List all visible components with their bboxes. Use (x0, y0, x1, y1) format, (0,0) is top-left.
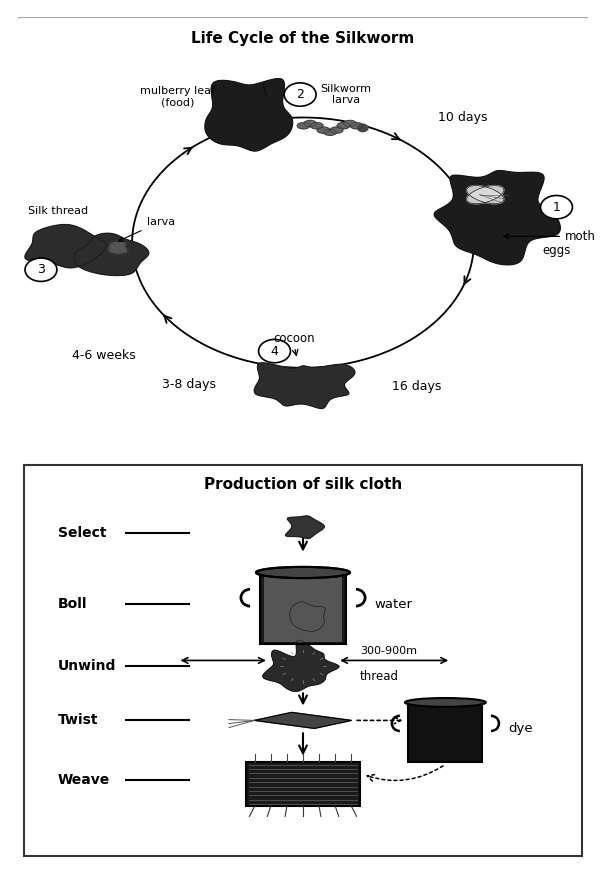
Polygon shape (435, 170, 560, 265)
Text: 1: 1 (553, 201, 561, 214)
Ellipse shape (337, 123, 350, 129)
Ellipse shape (405, 698, 486, 706)
Bar (408, 702, 482, 762)
Ellipse shape (304, 121, 316, 127)
Text: Select: Select (58, 526, 107, 540)
Text: 4-6 weeks: 4-6 weeks (72, 348, 136, 362)
Bar (246, 762, 360, 806)
Ellipse shape (467, 186, 504, 203)
Text: Unwind: Unwind (58, 660, 116, 673)
Polygon shape (205, 79, 293, 151)
Ellipse shape (297, 123, 310, 129)
Text: larva: larva (119, 216, 175, 241)
Ellipse shape (350, 123, 363, 129)
Text: 3-8 days: 3-8 days (162, 378, 216, 391)
Text: thread: thread (360, 671, 399, 683)
Ellipse shape (324, 129, 336, 136)
Polygon shape (263, 640, 339, 692)
Bar (408, 702, 482, 762)
Ellipse shape (317, 127, 330, 133)
Circle shape (25, 258, 57, 282)
Bar (261, 573, 345, 645)
Text: cocoon: cocoon (274, 332, 315, 345)
Text: Twist: Twist (58, 713, 99, 727)
Text: Boll: Boll (58, 598, 87, 612)
Text: Production of silk cloth: Production of silk cloth (204, 477, 402, 492)
Ellipse shape (467, 186, 504, 203)
Text: dye: dye (508, 722, 533, 735)
Bar (261, 573, 345, 645)
Text: 2: 2 (296, 88, 304, 101)
Text: Silkworm
larva: Silkworm larva (320, 83, 371, 105)
Polygon shape (25, 224, 107, 268)
Text: Weave: Weave (58, 773, 110, 787)
Polygon shape (285, 516, 324, 539)
Circle shape (259, 340, 290, 362)
Text: Life Cycle of the Silkworm: Life Cycle of the Silkworm (191, 30, 415, 46)
FancyBboxPatch shape (24, 465, 582, 856)
Text: mulberry leaf
(food): mulberry leaf (food) (140, 86, 215, 108)
Polygon shape (255, 713, 351, 728)
Text: 16 days: 16 days (392, 380, 442, 393)
FancyBboxPatch shape (15, 17, 591, 436)
Text: water: water (374, 598, 412, 611)
Text: 3: 3 (37, 263, 45, 276)
Text: moth: moth (504, 230, 596, 242)
Bar (264, 575, 342, 642)
Circle shape (284, 83, 316, 106)
Polygon shape (74, 233, 149, 275)
Ellipse shape (358, 124, 368, 132)
Ellipse shape (330, 127, 343, 133)
Ellipse shape (344, 121, 356, 127)
Ellipse shape (256, 567, 350, 578)
Polygon shape (108, 242, 128, 254)
Text: 300-900m: 300-900m (360, 647, 417, 656)
Text: eggs: eggs (542, 244, 571, 257)
Text: Silk thread: Silk thread (28, 206, 88, 216)
Ellipse shape (310, 123, 323, 129)
Polygon shape (255, 363, 355, 408)
Polygon shape (290, 602, 325, 632)
Circle shape (541, 196, 573, 219)
Text: 10 days: 10 days (438, 111, 487, 124)
Text: 4: 4 (271, 345, 278, 357)
